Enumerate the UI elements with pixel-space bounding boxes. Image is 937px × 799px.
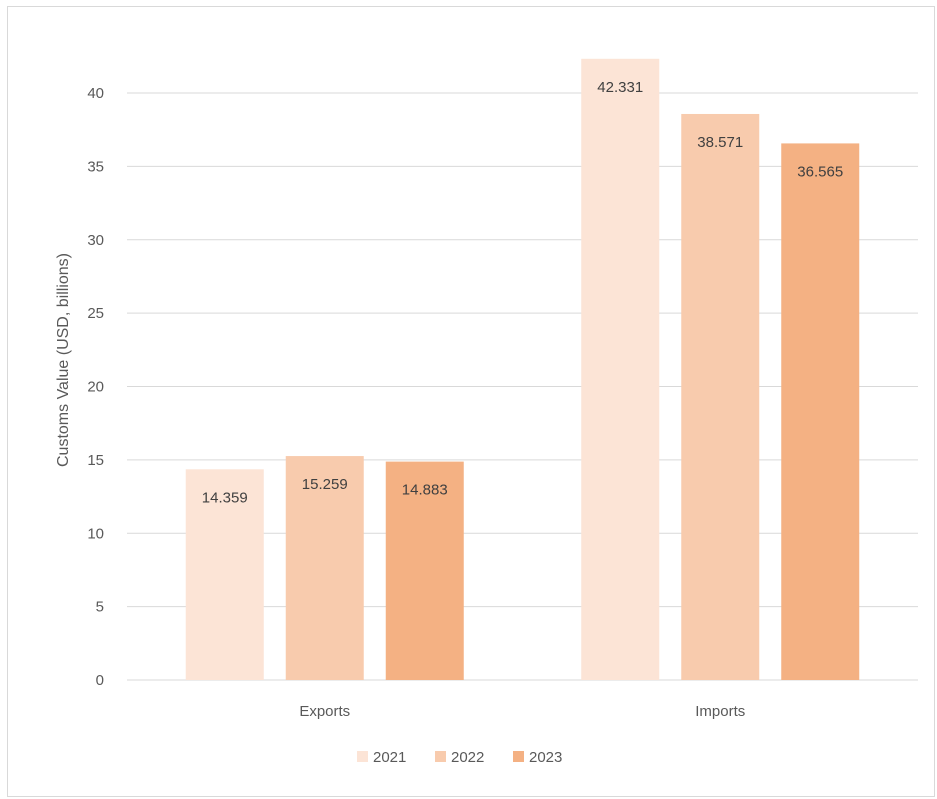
- legend-swatch-2021: [357, 751, 368, 762]
- y-tick-label: 10: [87, 525, 104, 542]
- bar-exports-2021: [185, 469, 264, 680]
- data-label: 38.571: [697, 134, 743, 151]
- legend-swatch-2022: [435, 751, 446, 762]
- y-tick-label: 40: [87, 85, 104, 102]
- data-label: 36.565: [797, 163, 843, 180]
- chart-area: [7, 6, 935, 797]
- y-tick-label: 20: [87, 379, 104, 396]
- data-label: 14.359: [202, 489, 248, 506]
- bars: [185, 58, 860, 680]
- bar-exports-2023: [385, 461, 464, 680]
- y-tick-label: 5: [96, 599, 104, 616]
- y-axis-ticks: 0 5 10 15 20 25 30 35 40: [87, 85, 104, 689]
- data-label: 15.259: [302, 476, 348, 493]
- legend-label: 2021: [373, 749, 406, 766]
- y-axis-title: Customs Value (USD, billions): [55, 253, 72, 467]
- bar-exports-2022: [285, 456, 364, 680]
- legend-label: 2022: [451, 749, 484, 766]
- data-label: 42.331: [597, 79, 643, 96]
- legend: 2021 2022 2023: [357, 749, 562, 766]
- y-tick-label: 25: [87, 305, 104, 322]
- x-category-label: Imports: [695, 703, 745, 720]
- y-tick-label: 15: [87, 452, 104, 469]
- bar-imports-2022: [681, 113, 760, 680]
- y-tick-label: 30: [87, 232, 104, 249]
- y-tick-label: 0: [96, 672, 104, 689]
- bar-imports-2021: [581, 58, 660, 680]
- x-axis-categories: Exports Imports: [299, 703, 745, 720]
- legend-swatch-2023: [513, 751, 524, 762]
- x-category-label: Exports: [299, 703, 350, 720]
- y-tick-label: 35: [87, 158, 104, 175]
- data-label: 14.883: [402, 482, 448, 499]
- bar-imports-2023: [781, 143, 860, 680]
- data-labels: 14.359 15.259 14.883 42.331 38.571 36.565: [202, 79, 843, 506]
- legend-label: 2023: [529, 749, 562, 766]
